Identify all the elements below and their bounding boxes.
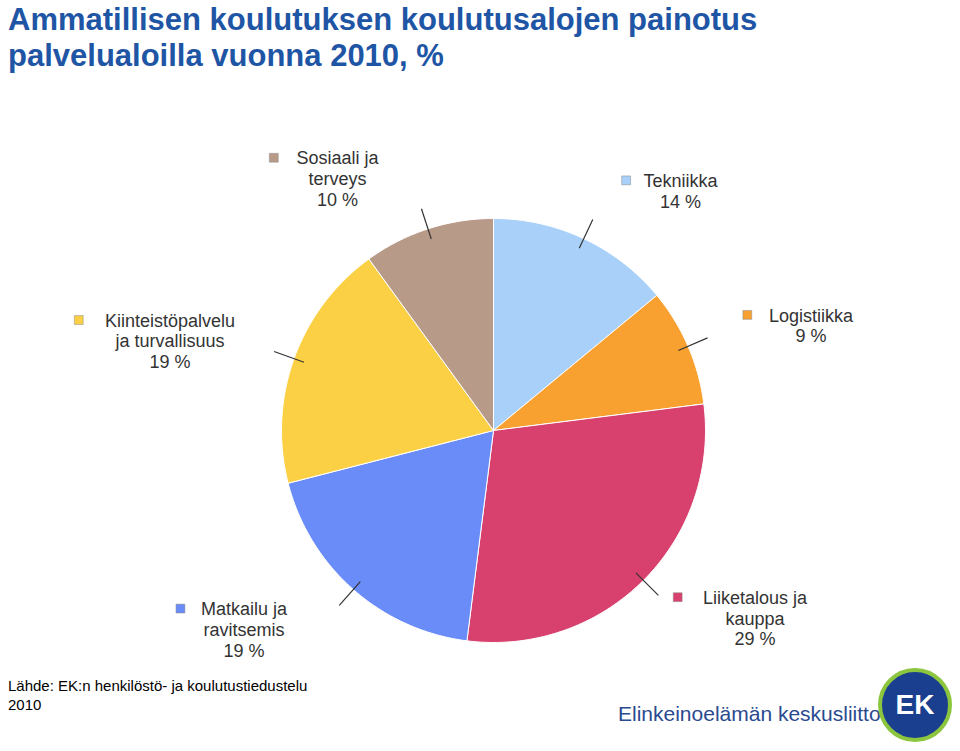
html-text:Elinkeinoelämän keskusliitto: Elinkeinoelämän keskusliitto: [618, 702, 881, 725]
svg-text:Kiinteistöpalveluja turvallisu: Kiinteistöpalveluja turvallisuus19 %: [105, 311, 235, 372]
svg-text:Liiketalous jakauppa29 %: Liiketalous jakauppa29 %: [703, 588, 808, 649]
svg-text:Sosiaali jaterveys10 %: Sosiaali jaterveys10 %: [296, 148, 379, 209]
html-text:Lähde: EK:n henkilöstö- ja kou: Lähde: EK:n henkilöstö- ja koulutustiedu…: [8, 677, 308, 713]
html-text:Ammatillisen koulutuksen koulu: Ammatillisen koulutuksen koulutusalojen …: [8, 2, 758, 73]
html-text:EK: EK: [895, 689, 935, 720]
svg-text:Tekniikka14 %: Tekniikka14 %: [644, 171, 719, 212]
svg-text:Logistiikka9 %: Logistiikka9 %: [769, 306, 854, 347]
svg-text:Matkailu jaravitsemis19 %: Matkailu jaravitsemis19 %: [201, 599, 288, 660]
